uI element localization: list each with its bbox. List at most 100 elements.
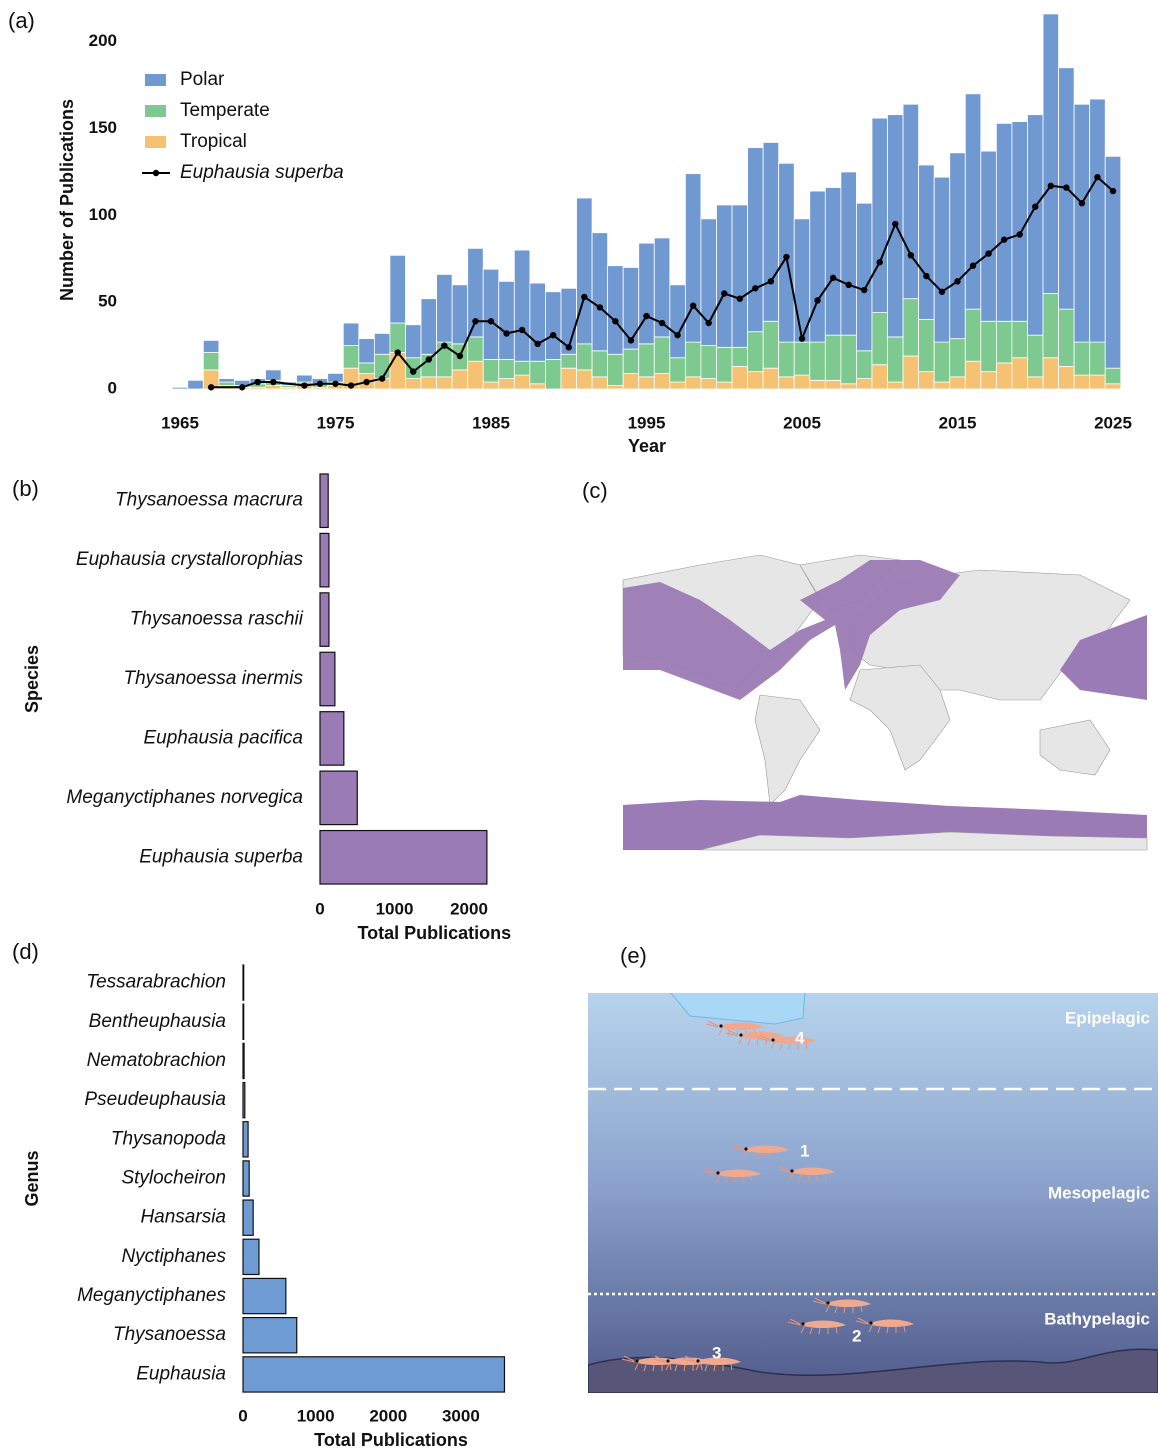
- bar-segment: [841, 335, 857, 384]
- bar: [243, 1200, 253, 1235]
- line-point: [379, 375, 385, 381]
- bar-segment: [716, 382, 732, 389]
- bar-segment: [203, 340, 219, 352]
- line-point: [737, 296, 743, 302]
- line-point: [908, 252, 914, 258]
- x-axis-label: Total Publications: [357, 923, 511, 943]
- y-tick-label: Euphausia crystallorophias: [76, 549, 304, 570]
- legend-label: Tropical: [180, 131, 247, 152]
- line-point: [597, 304, 603, 310]
- bar-segment: [919, 165, 935, 320]
- line-point: [690, 302, 696, 308]
- bar-segment: [343, 346, 359, 369]
- bar-segment: [639, 344, 655, 377]
- bar-segment: [685, 377, 701, 389]
- bar-segment: [577, 370, 593, 389]
- bar-segment: [856, 351, 872, 379]
- legend-label: Euphausia superba: [180, 162, 344, 183]
- bar-segment: [701, 219, 717, 346]
- bar-segment: [903, 299, 919, 356]
- bar-segment: [950, 339, 966, 377]
- bar-segment: [592, 233, 608, 351]
- bar-segment: [981, 321, 997, 371]
- x-tick-label: 1000: [376, 899, 414, 918]
- bar-segment: [950, 377, 966, 389]
- line-point: [503, 330, 509, 336]
- bar-segment: [219, 379, 235, 382]
- bar-segment: [359, 363, 375, 373]
- bar-segment: [903, 104, 919, 298]
- bar: [243, 965, 244, 1000]
- bar-segment: [965, 361, 981, 389]
- line-point: [1017, 231, 1023, 237]
- bar-segment: [685, 342, 701, 377]
- bar-segment: [514, 250, 530, 361]
- bar-segment: [1012, 321, 1028, 357]
- bar-segment: [934, 177, 950, 342]
- bar-segment: [810, 380, 826, 389]
- bar-segment: [888, 337, 904, 382]
- bar-segment: [981, 372, 997, 389]
- line-point: [488, 318, 494, 324]
- x-tick-label: 2000: [450, 899, 488, 918]
- bar-segment: [748, 332, 764, 372]
- line-point: [830, 275, 836, 281]
- bar-segment: [1027, 377, 1043, 389]
- y-axis-label: Number of Publications: [57, 99, 77, 301]
- legend-swatch: [145, 74, 166, 86]
- bar-segment: [374, 333, 390, 354]
- world-map: [623, 553, 1147, 850]
- bar-segment: [996, 123, 1012, 321]
- bar-segment: [670, 358, 686, 382]
- line-point: [550, 332, 556, 338]
- y-tick-label: Stylocheiron: [121, 1168, 226, 1189]
- y-tick-label: Thysanoessa macrura: [115, 490, 303, 511]
- bar-segment: [437, 377, 453, 389]
- bar-segment: [1090, 375, 1106, 389]
- bar-segment: [670, 285, 686, 358]
- y-tick-label: Euphausia pacifica: [144, 727, 304, 748]
- line-point: [985, 250, 991, 256]
- line-point: [612, 318, 618, 324]
- bar-segment: [763, 142, 779, 321]
- bar-segment: [825, 335, 841, 380]
- bar-segment: [405, 379, 421, 389]
- bar-segment: [1059, 309, 1075, 366]
- legend-marker: [153, 170, 159, 176]
- bar-segment: [514, 375, 530, 389]
- line-point: [892, 221, 898, 227]
- line-point: [1048, 183, 1054, 189]
- y-axis-label: Genus: [22, 1150, 42, 1206]
- bar-segment: [468, 361, 484, 389]
- y-tick-label: Nyctiphanes: [121, 1246, 226, 1267]
- bar-segment: [670, 382, 686, 389]
- line-point: [472, 318, 478, 324]
- bar-segment: [1012, 122, 1028, 322]
- group-marker: 2: [852, 1326, 861, 1345]
- x-tick-label: 1000: [297, 1406, 335, 1425]
- panel-label: (e): [620, 943, 647, 968]
- x-tick-label: 2000: [369, 1406, 407, 1425]
- bar-segment: [545, 292, 561, 360]
- line-point: [923, 273, 929, 279]
- bar-segment: [483, 382, 499, 389]
- bar-segment: [577, 198, 593, 344]
- line-point: [877, 259, 883, 265]
- line-point: [954, 278, 960, 284]
- y-tick-label: Nematobrachion: [87, 1050, 226, 1071]
- x-tick-label: 2025: [1094, 413, 1132, 432]
- bar-segment: [530, 384, 546, 389]
- bar-segment: [608, 266, 624, 355]
- bar-segment: [1074, 104, 1090, 342]
- line-point: [1094, 174, 1100, 180]
- y-tick-label: Meganyctiphanes norvegica: [66, 787, 303, 808]
- bar-segment: [965, 94, 981, 309]
- bar-segment: [841, 384, 857, 389]
- bar: [243, 1004, 244, 1039]
- bar-segment: [639, 243, 655, 344]
- y-tick-label: Thysanoessa: [113, 1324, 226, 1345]
- line-point: [659, 320, 665, 326]
- bar-segment: [872, 365, 888, 389]
- bar-segment: [1105, 384, 1121, 389]
- bar-segment: [390, 323, 406, 353]
